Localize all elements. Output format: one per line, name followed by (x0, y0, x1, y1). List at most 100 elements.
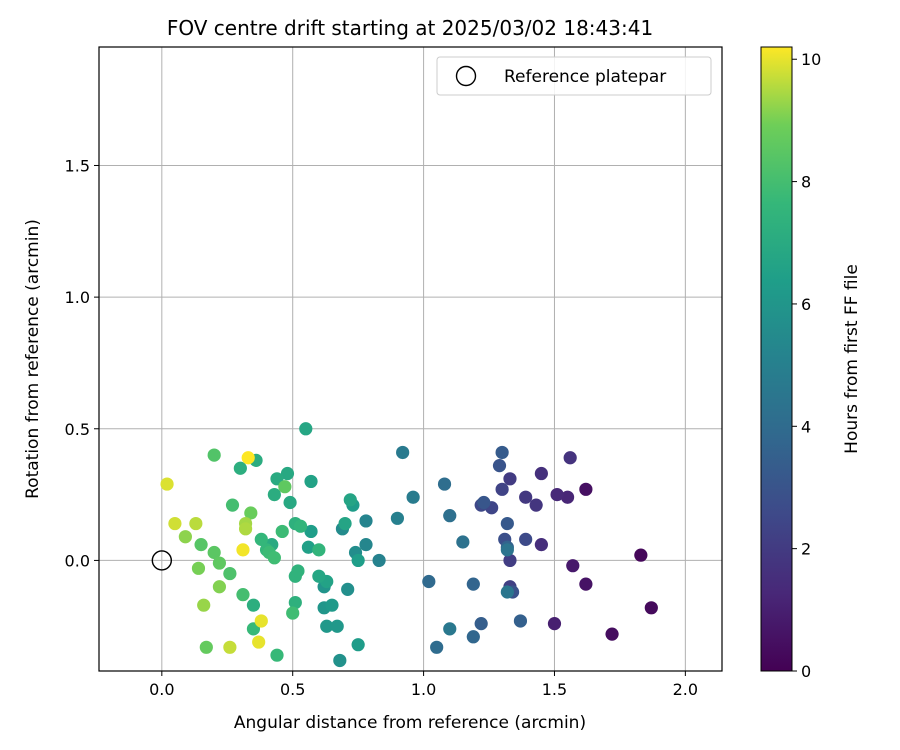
data-point (550, 487, 564, 502)
data-point (333, 653, 347, 668)
data-points (160, 422, 658, 668)
data-point (267, 551, 281, 565)
data-point (474, 617, 488, 631)
plot-frame (98, 46, 723, 672)
data-point (304, 524, 318, 539)
data-point (207, 545, 221, 560)
x-tick-label: 2.0 (673, 680, 698, 699)
colorbar-tick-label: 4 (801, 417, 811, 436)
data-point (343, 493, 357, 507)
y-axis-ticks: 0.0 0.5 1.0 1.5 (65, 156, 99, 570)
data-point (267, 487, 281, 502)
data-point (304, 474, 318, 489)
data-point (406, 490, 420, 504)
colorbar-tick-label: 10 (801, 50, 821, 69)
colorbar (760, 46, 793, 672)
y-tick-label: 1.0 (65, 288, 90, 307)
data-point (372, 553, 386, 568)
data-point (291, 564, 305, 578)
data-point (500, 516, 514, 531)
legend-reference-marker-icon (455, 65, 477, 87)
data-point (223, 640, 237, 654)
x-axis-label: Angular distance from reference (arcmin) (234, 713, 586, 733)
data-point (503, 472, 517, 486)
data-point (500, 585, 514, 599)
y-tick-label: 1.5 (65, 156, 90, 175)
data-point (233, 461, 247, 475)
data-point (513, 614, 528, 628)
data-point (280, 466, 295, 481)
data-point (443, 509, 457, 523)
colorbar-tick-label: 8 (801, 173, 811, 192)
data-point (252, 635, 266, 649)
data-point (325, 598, 339, 612)
x-tick-label: 0.5 (280, 680, 305, 699)
data-point (579, 577, 593, 591)
data-point (492, 459, 507, 473)
data-point (223, 566, 237, 581)
data-point (519, 490, 533, 504)
data-point (191, 561, 206, 575)
x-tick-label: 1.0 (411, 680, 436, 699)
data-point (422, 574, 436, 589)
data-point (244, 506, 258, 520)
data-point (579, 482, 593, 496)
data-point (359, 514, 373, 528)
data-point (236, 543, 250, 557)
data-point (286, 606, 300, 620)
data-point (207, 448, 221, 462)
data-point (456, 535, 470, 549)
x-axis-ticks: 0.0 0.5 1.0 1.5 2.0 (149, 671, 698, 699)
data-point (437, 477, 452, 491)
data-point (534, 538, 548, 552)
data-point (275, 524, 289, 539)
data-point (443, 622, 457, 636)
data-point (396, 445, 410, 460)
data-point (500, 543, 514, 557)
colorbar-tick-label: 6 (801, 295, 811, 314)
grid-lines (99, 47, 722, 671)
data-point (503, 553, 517, 568)
data-point (189, 516, 203, 531)
data-point (566, 559, 580, 573)
colorbar-label: Hours from first FF file (842, 264, 862, 454)
reference-platepar-marker (151, 550, 173, 571)
data-point (270, 648, 284, 662)
data-point (194, 538, 208, 552)
y-tick-label: 0.0 (65, 551, 90, 570)
data-point (278, 480, 292, 494)
data-point (338, 516, 352, 531)
x-tick-label: 1.5 (542, 680, 567, 699)
data-point (359, 538, 373, 552)
data-point (534, 466, 548, 481)
y-tick-label: 0.5 (65, 420, 90, 439)
colorbar-tick-label: 0 (801, 662, 811, 681)
colorbar-ticks: 0 2 4 6 8 10 (792, 50, 821, 681)
data-point (466, 630, 480, 644)
data-point (199, 640, 213, 654)
data-point (495, 482, 509, 496)
data-point (634, 548, 648, 562)
data-point (320, 619, 334, 633)
data-point (312, 569, 326, 583)
data-point (312, 543, 326, 557)
data-point (430, 640, 444, 654)
y-axis-label: Rotation from reference (arcmin) (23, 219, 43, 499)
data-point (288, 595, 302, 610)
data-point (283, 495, 297, 510)
data-point (212, 556, 227, 570)
legend-box (436, 56, 712, 96)
legend: Reference platepar (436, 56, 712, 96)
data-point (225, 498, 240, 512)
data-point (341, 582, 355, 596)
data-point (236, 588, 250, 602)
x-tick-label: 0.0 (149, 680, 174, 699)
data-point (330, 619, 344, 633)
data-point (390, 511, 405, 525)
data-point (212, 580, 227, 594)
data-point (241, 451, 255, 465)
data-point (466, 577, 480, 591)
data-point (495, 445, 509, 460)
data-point (246, 598, 261, 612)
legend-entry-label: Reference platepar (504, 67, 666, 87)
